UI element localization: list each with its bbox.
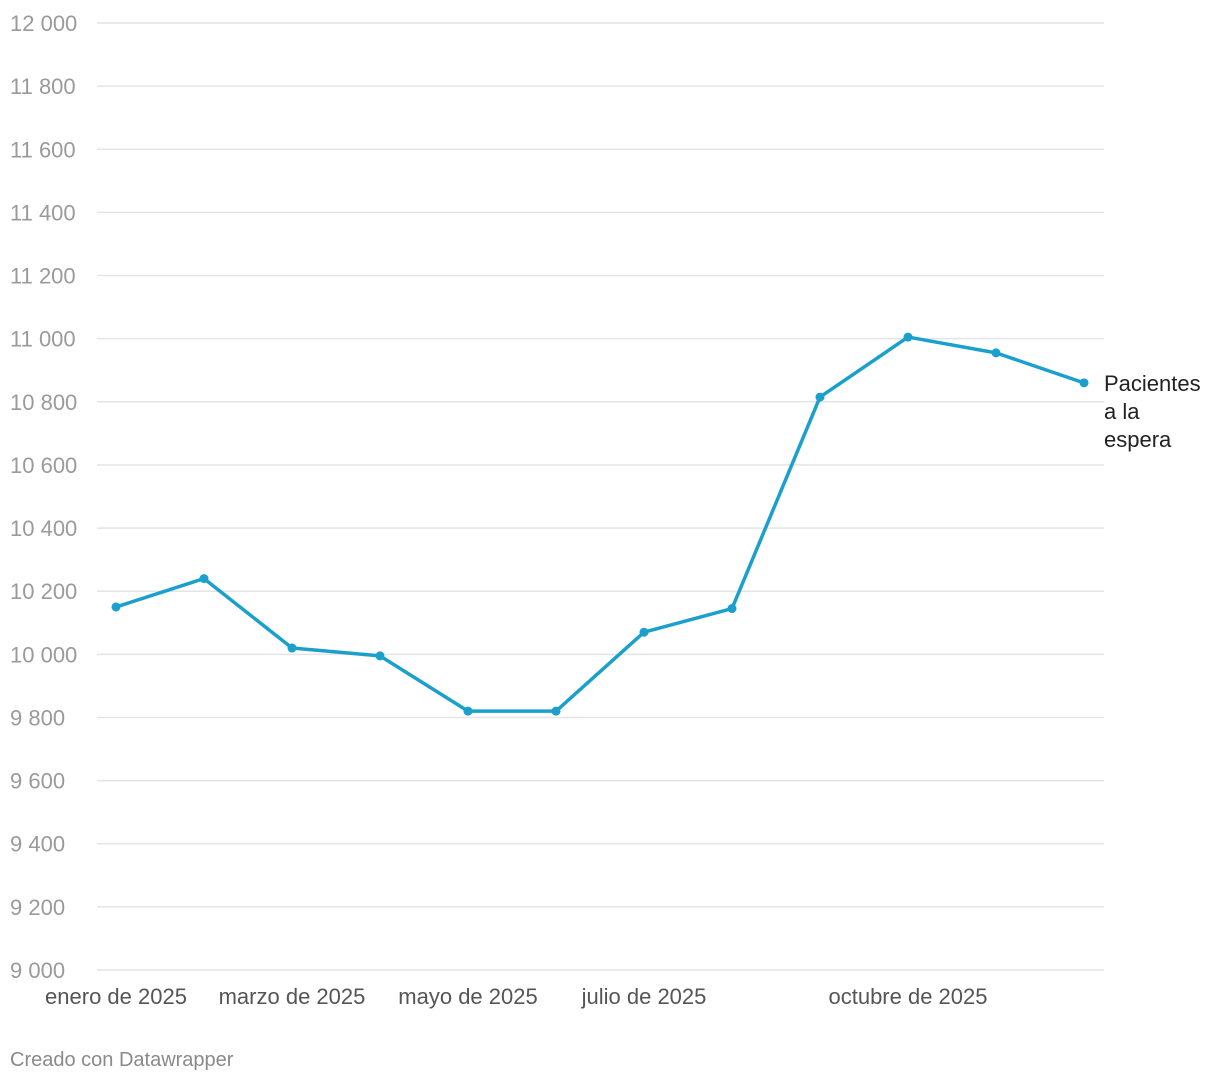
y-tick-label: 11 200 [10, 264, 76, 289]
gridlines [97, 22, 1104, 971]
x-tick-label: enero de 2025 [45, 984, 187, 1009]
y-tick-label: 11 600 [10, 137, 76, 162]
y-tick-label: 11 800 [10, 74, 76, 99]
x-tick-label: julio de 2025 [581, 984, 707, 1009]
y-tick-label: 10 200 [10, 579, 77, 604]
credit-text: Creado con Datawrapper [10, 1049, 234, 1071]
data-point [111, 602, 121, 612]
series-label: a la [1104, 399, 1140, 424]
y-tick-label: 9 800 [10, 705, 65, 730]
y-tick-label: 11 000 [10, 327, 76, 352]
y-tick-label: 12 000 [10, 11, 77, 36]
data-point [991, 348, 1001, 358]
data-point [199, 574, 209, 584]
y-tick-label: 10 800 [10, 390, 77, 415]
data-point [1079, 378, 1089, 388]
data-point [727, 604, 737, 614]
data-point [903, 332, 913, 342]
y-tick-label: 9 000 [10, 958, 65, 983]
series-line [114, 335, 1086, 713]
y-tick-label: 9 600 [10, 769, 65, 794]
y-tick-label: 9 400 [10, 832, 65, 857]
y-tick-label: 10 400 [10, 516, 77, 541]
data-point [463, 706, 473, 716]
data-point [639, 627, 649, 637]
series-label-group: Pacientes a la espera [1104, 371, 1201, 452]
y-tick-label: 9 200 [10, 895, 65, 920]
series-layer [111, 332, 1089, 716]
y-tick-label: 10 600 [10, 453, 77, 478]
x-tick-label: octubre de 2025 [828, 984, 987, 1009]
y-tick-label: 10 000 [10, 642, 77, 667]
y-tick-label: 11 400 [10, 200, 76, 225]
x-tick-label: mayo de 2025 [398, 984, 537, 1009]
series-label: espera [1104, 427, 1172, 452]
y-axis-ticks: 9 000 9 200 9 400 9 600 9 800 10 000 10 200 10 … [10, 11, 77, 983]
series-label: Pacientes [1104, 371, 1201, 396]
data-point [815, 392, 825, 402]
data-point [375, 651, 385, 661]
data-point [287, 643, 297, 653]
x-tick-label: marzo de 2025 [219, 984, 366, 1009]
x-axis-ticks: enero de 2025 marzo de 2025 mayo de 2025 ju… [45, 984, 987, 1009]
data-point [551, 706, 561, 716]
